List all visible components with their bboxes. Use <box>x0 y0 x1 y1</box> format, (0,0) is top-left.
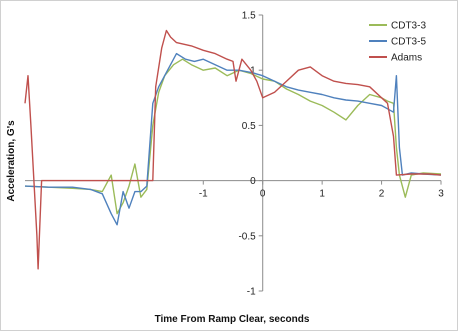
y-tick-label: -1 <box>247 287 256 298</box>
y-axis-title: Acceleration, G's <box>6 120 17 202</box>
series-line-cdt3-3 <box>24 58 442 215</box>
y-tick-label: 0 <box>250 176 256 187</box>
x-tick-label: -1 <box>199 189 208 200</box>
legend-label-cdt3-3: CDT3-3 <box>391 21 426 32</box>
y-tick-label: -0.5 <box>238 231 256 242</box>
x-tick-label: 2 <box>379 189 385 200</box>
series-line-adams <box>24 29 442 270</box>
legend-label-adams: Adams <box>391 53 422 64</box>
legend-label-cdt3-5: CDT3-5 <box>391 37 426 48</box>
x-tick-label: 3 <box>438 189 444 200</box>
y-tick-label: 0.5 <box>242 121 256 132</box>
y-tick-label: 1 <box>250 66 256 77</box>
y-tick-label: 1.5 <box>242 11 256 22</box>
x-axis-title: Time From Ramp Clear, seconds <box>155 314 310 325</box>
x-tick-label: 0 <box>260 189 266 200</box>
x-tick-label: 1 <box>319 189 325 200</box>
